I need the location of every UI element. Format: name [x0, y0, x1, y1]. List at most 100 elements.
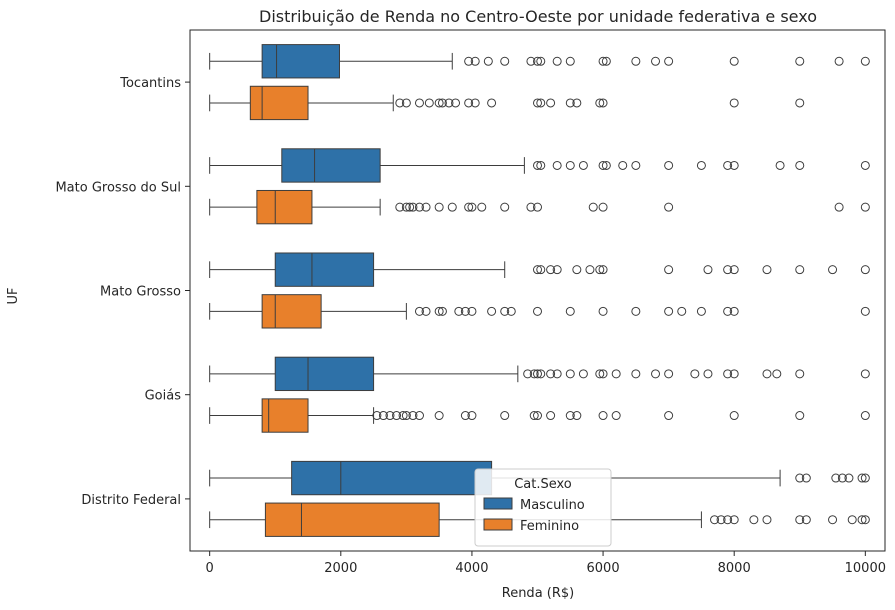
- outlier-point: [533, 98, 542, 108]
- outlier-point: [523, 369, 533, 379]
- outlier-point: [572, 265, 582, 275]
- outlier-point: [729, 98, 739, 108]
- outlier-point: [837, 473, 847, 483]
- outlier-point: [414, 202, 424, 212]
- outlier-point: [500, 56, 510, 66]
- outlier-point: [434, 202, 444, 212]
- outlier-point: [844, 473, 854, 483]
- outlier-point: [533, 369, 542, 379]
- outlier-point: [546, 369, 556, 379]
- outlier-point: [723, 369, 733, 379]
- box-feminino: [209, 502, 870, 537]
- outlier-point: [631, 160, 641, 170]
- box-masculino: [209, 44, 870, 79]
- outlier-point: [552, 56, 562, 66]
- iqr-box: [264, 502, 440, 537]
- outlier-point: [860, 160, 870, 170]
- y-tick-label: Mato Grosso do Sul: [55, 180, 181, 195]
- outlier-point: [467, 306, 477, 316]
- outlier-point: [795, 265, 805, 275]
- outlier-point: [585, 265, 595, 275]
- legend-title: Cat.Sexo: [514, 477, 572, 492]
- outlier-point: [723, 265, 733, 275]
- outlier-point: [536, 369, 546, 379]
- outlier-point: [470, 98, 480, 108]
- outlier-point: [536, 56, 546, 66]
- x-tick-label: 6000: [587, 561, 620, 576]
- outlier-point: [729, 160, 739, 170]
- outlier-point: [772, 369, 782, 379]
- x-tick-label: 2000: [324, 561, 357, 576]
- outlier-point: [500, 411, 510, 421]
- outlier-point: [860, 202, 870, 212]
- outlier-point: [533, 160, 542, 170]
- x-tick-label: 4000: [455, 561, 488, 576]
- outlier-point: [464, 56, 474, 66]
- outlier-point: [611, 369, 621, 379]
- outlier-point: [598, 202, 608, 212]
- outlier-point: [598, 56, 608, 66]
- x-tick-label: 10000: [845, 561, 886, 576]
- outlier-point: [723, 515, 733, 525]
- outlier-point: [601, 160, 611, 170]
- x-axis: 0 2000 4000 6000 8000 10000: [206, 551, 886, 576]
- outlier-point: [526, 202, 536, 212]
- outlier-point: [729, 369, 739, 379]
- outlier-point: [801, 473, 811, 483]
- outlier-point: [703, 369, 713, 379]
- y-tick-label: Distrito Federal: [81, 493, 181, 508]
- outlier-point: [795, 160, 805, 170]
- outlier-point: [533, 411, 542, 421]
- outlier-point: [467, 411, 477, 421]
- outlier-point: [447, 202, 457, 212]
- outlier-point: [401, 411, 411, 421]
- outlier-point: [696, 160, 706, 170]
- outlier-point: [372, 411, 382, 421]
- box-feminino: [209, 85, 805, 121]
- outlier-point: [437, 306, 447, 316]
- outlier-point: [631, 56, 641, 66]
- outlier-point: [546, 265, 556, 275]
- outlier-point: [470, 56, 480, 66]
- outlier-point: [664, 160, 674, 170]
- outlier-point: [611, 411, 621, 421]
- box-masculino: [209, 356, 870, 392]
- outlier-point: [651, 369, 661, 379]
- iqr-box: [274, 356, 375, 392]
- outlier-point: [533, 265, 542, 275]
- outlier-point: [598, 369, 608, 379]
- outlier-point: [565, 369, 575, 379]
- outlier-point: [795, 56, 805, 66]
- iqr-box: [256, 189, 313, 225]
- outlier-point: [860, 411, 870, 421]
- outlier-point: [860, 515, 870, 525]
- outlier-point: [437, 98, 447, 108]
- outlier-point: [572, 411, 582, 421]
- outlier-point: [631, 306, 641, 316]
- outlier-point: [500, 306, 510, 316]
- iqr-box: [261, 44, 340, 79]
- box-feminino: [209, 189, 870, 225]
- outlier-point: [601, 56, 611, 66]
- outlier-point: [552, 160, 562, 170]
- outlier-point: [529, 369, 539, 379]
- outlier-point: [795, 98, 805, 108]
- outlier-point: [618, 160, 628, 170]
- iqr-box: [281, 148, 381, 183]
- outlier-point: [565, 98, 575, 108]
- x-tick-label: 0: [206, 561, 214, 576]
- outlier-point: [483, 56, 493, 66]
- outlier-point: [775, 160, 785, 170]
- outlier-point: [408, 411, 418, 421]
- outlier-point: [598, 160, 608, 170]
- outlier-point: [395, 202, 405, 212]
- box-feminino: [209, 398, 870, 433]
- outlier-point: [454, 306, 464, 316]
- outlier-point: [664, 202, 674, 212]
- outlier-point: [578, 160, 588, 170]
- outlier-point: [651, 56, 661, 66]
- outlier-point: [749, 515, 759, 525]
- y-axis-label: UF: [6, 288, 21, 305]
- outlier-point: [857, 515, 867, 525]
- outlier-point: [598, 411, 608, 421]
